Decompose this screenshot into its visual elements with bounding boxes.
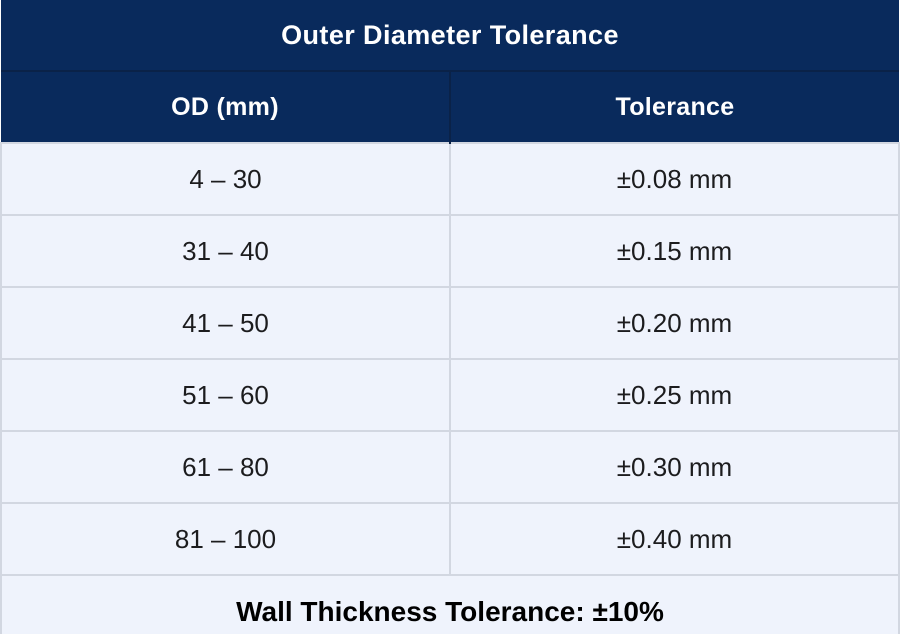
table-row: 51 – 60 ±0.25 mm	[0, 358, 900, 432]
table-row: 31 – 40 ±0.15 mm	[0, 214, 900, 288]
table-row: 4 – 30 ±0.08 mm	[0, 142, 900, 216]
title-row: Outer Diameter Tolerance	[1, 0, 899, 72]
table-row: 81 – 100 ±0.40 mm	[0, 502, 900, 576]
tolerance-cell: ±0.30 mm	[449, 430, 900, 504]
tolerance-cell: ±0.08 mm	[449, 142, 900, 216]
column-header-row: OD (mm) Tolerance	[1, 71, 899, 143]
tolerance-cell: ±0.20 mm	[449, 286, 900, 360]
od-range-cell: 41 – 50	[0, 286, 451, 360]
wall-thickness-note: Wall Thickness Tolerance: ±10%	[0, 574, 900, 634]
table-title: Outer Diameter Tolerance	[1, 0, 899, 72]
tolerance-cell: ±0.40 mm	[449, 502, 900, 576]
tolerance-cell: ±0.15 mm	[449, 214, 900, 288]
tolerance-cell: ±0.25 mm	[449, 358, 900, 432]
od-range-cell: 61 – 80	[0, 430, 451, 504]
table-row: 61 – 80 ±0.30 mm	[0, 430, 900, 504]
table-row: 41 – 50 ±0.20 mm	[0, 286, 900, 360]
column-header-tolerance: Tolerance	[449, 71, 899, 143]
footer-row: Wall Thickness Tolerance: ±10%	[0, 574, 900, 634]
od-range-cell: 31 – 40	[0, 214, 451, 288]
column-header-od: OD (mm)	[1, 71, 450, 143]
od-range-cell: 51 – 60	[0, 358, 451, 432]
od-range-cell: 81 – 100	[0, 502, 451, 576]
od-range-cell: 4 – 30	[0, 142, 451, 216]
